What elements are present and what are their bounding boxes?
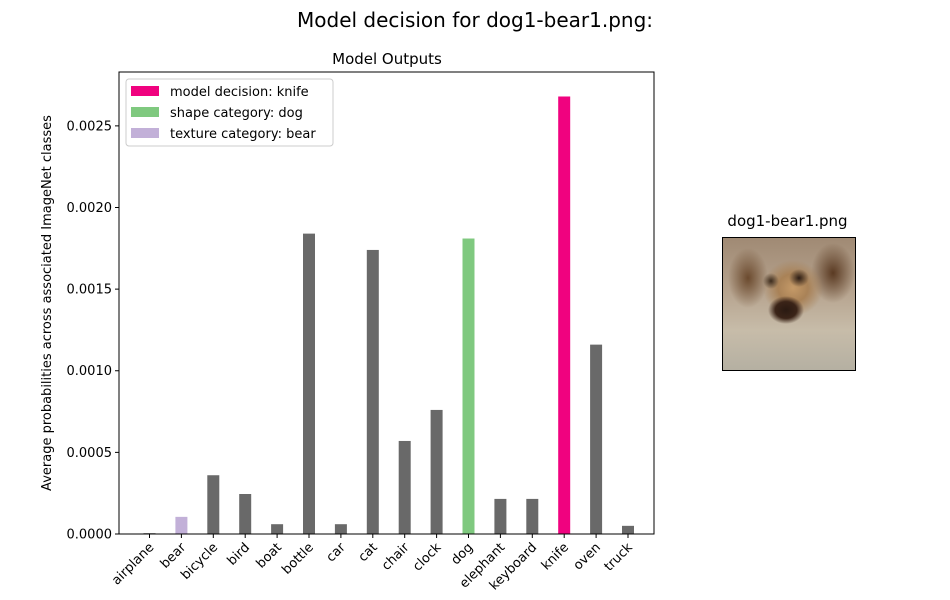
- bar-bottle: [303, 233, 315, 534]
- y-tick-label: 0.0005: [67, 446, 113, 461]
- legend-label: model decision: knife: [170, 85, 309, 100]
- x-tick-label: chair: [379, 540, 413, 574]
- y-tick-label: 0.0010: [67, 364, 113, 379]
- bar-keyboard: [526, 498, 539, 534]
- bar-boat: [271, 524, 284, 534]
- x-tick-label: truck: [602, 540, 637, 575]
- x-tick-label: bottle: [279, 540, 316, 577]
- x-tick-label: cat: [356, 540, 381, 565]
- x-tick-label: dog: [448, 540, 476, 568]
- bar-bear: [175, 516, 188, 534]
- x-tick-label: oven: [571, 540, 604, 573]
- legend: model decision: knife shape category: dog…: [125, 78, 334, 147]
- x-tick-label: bird: [225, 540, 253, 568]
- bar-cat: [366, 249, 379, 534]
- bar-oven: [590, 344, 603, 534]
- bar-bird: [239, 494, 252, 534]
- y-tick-label: 0.0020: [67, 201, 113, 216]
- legend-swatch: [131, 86, 159, 96]
- image-title: dog1-bear1.png: [727, 212, 848, 230]
- figure-title: Model decision for dog1-bear1.png:: [297, 8, 653, 32]
- x-tick-label: knife: [539, 540, 572, 573]
- chart-title: Model Outputs: [332, 50, 442, 68]
- y-axis-label: Average probabilities across associated …: [40, 115, 55, 491]
- y-tick-label: 0.0025: [67, 119, 113, 134]
- legend-swatch: [131, 107, 159, 117]
- y-ticks: 0.0000 0.0005 0.0010 0.0015 0.0020 0.0025: [67, 119, 119, 543]
- x-tick-label: car: [324, 540, 350, 566]
- y-tick-label: 0.0015: [67, 283, 113, 298]
- x-tick-label: airplane: [109, 540, 157, 588]
- legend-box: [125, 78, 334, 147]
- stimulus-image: [722, 237, 856, 371]
- x-tick-label: clock: [410, 540, 445, 575]
- bar-knife: [558, 96, 571, 535]
- bar-clock: [430, 409, 443, 534]
- plot-frame: [118, 71, 655, 535]
- legend-label: shape category: dog: [170, 106, 303, 121]
- bar-bicycle: [207, 475, 220, 534]
- legend-swatch: [131, 128, 159, 138]
- bar-car: [334, 524, 347, 534]
- bar-chair: [398, 440, 411, 534]
- bar-truck: [622, 525, 634, 534]
- y-tick-label: 0.0000: [67, 528, 113, 543]
- legend-label: texture category: bear: [170, 127, 316, 142]
- bar-dog: [462, 238, 475, 534]
- bars-layer: [143, 96, 634, 535]
- bar-elephant: [494, 498, 507, 534]
